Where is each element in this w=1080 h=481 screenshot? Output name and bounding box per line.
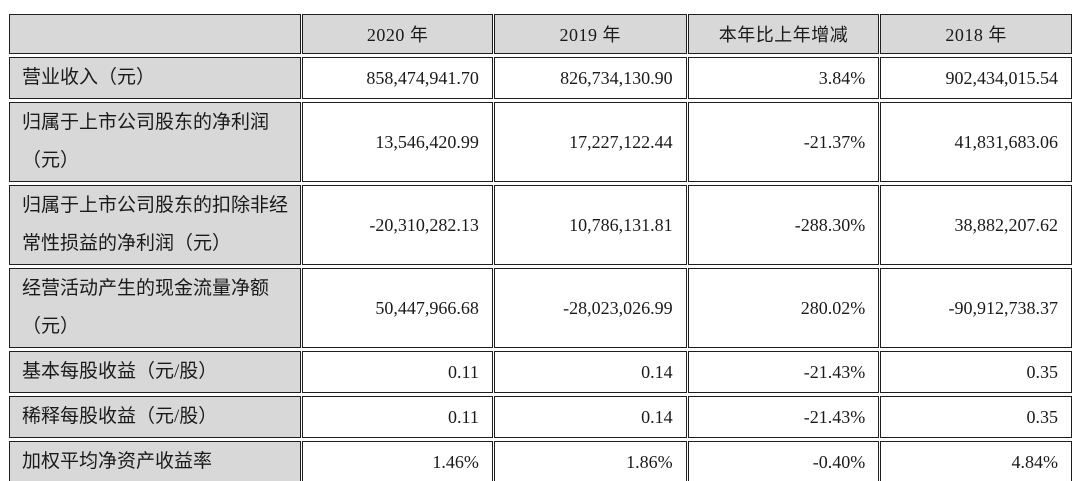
value-cell: -0.40% [687,441,880,481]
value-cell: 826,734,130.90 [493,57,687,99]
table-row: 营业收入（元） 858,474,941.70 826,734,130.90 3.84%… [9,57,1072,99]
header-row: 2020 年 2019 年本年比上年增减 2018 年 [9,14,1072,54]
value-cell: 38,882,207.62 [880,185,1072,265]
row-label-cell: 营业收入（元） [9,57,302,99]
value-cell: 0.14 [493,351,687,393]
table-row: 加权平均净资产收益率 1.46% 1.86% -0.40% 4.84% [9,441,1072,481]
value-cell: -28,023,026.99 [493,268,687,348]
value-cell: 10,786,131.81 [493,185,687,265]
value-cell: 1.46% [302,441,493,481]
value-cell: 50,447,966.68 [302,268,493,348]
table-row: 稀释每股收益（元/股） 0.11 0.14 -21.43% 0.35 [9,396,1072,438]
value-cell: -21.37% [687,102,880,182]
value-cell: 0.35 [880,351,1072,393]
value-cell: -90,912,738.37 [880,268,1072,348]
table-row: 基本每股收益（元/股） 0.11 0.14 -21.43% 0.35 [9,351,1072,393]
value-cell: 13,546,420.99 [302,102,493,182]
header-cell: 2019 年 [493,14,687,54]
header-cell: 2020 年 [302,14,493,54]
row-label-cell: 加权平均净资产收益率 [9,441,302,481]
header-cell-empty [9,14,302,54]
value-cell: 0.11 [302,351,493,393]
value-cell: -288.30% [687,185,880,265]
value-cell: -21.43% [687,396,880,438]
financial-summary-table: 2020 年 2019 年本年比上年增减 2018 年 营业收入（元） 858,474… [8,11,1073,481]
header-cell: 2018 年 [880,14,1072,54]
value-cell: 0.14 [493,396,687,438]
value-cell: 1.86% [493,441,687,481]
value-cell: 17,227,122.44 [493,102,687,182]
row-label-cell: 经营活动产生的现金流量净额（元） [9,268,302,348]
value-cell: 0.35 [880,396,1072,438]
value-cell: -21.43% [687,351,880,393]
value-cell: 41,831,683.06 [880,102,1072,182]
row-label-cell: 归属于上市公司股东的净利润（元） [9,102,302,182]
value-cell: -20,310,282.13 [302,185,493,265]
header-cell: 本年比上年增减 [687,14,880,54]
value-cell: 902,434,015.54 [880,57,1072,99]
row-label-cell: 归属于上市公司股东的扣除非经常性损益的净利润（元） [9,185,302,265]
value-cell: 3.84% [687,57,880,99]
value-cell: 280.02% [687,268,880,348]
table-row: 经营活动产生的现金流量净额（元） 50,447,966.68 -28,023,026… [9,268,1072,348]
value-cell: 0.11 [302,396,493,438]
row-label-cell: 稀释每股收益（元/股） [9,396,302,438]
table-row: 归属于上市公司股东的净利润（元） 13,546,420.99 17,227,122.… [9,102,1072,182]
row-label-cell: 基本每股收益（元/股） [9,351,302,393]
table-row: 归属于上市公司股东的扣除非经常性损益的净利润（元） -20,310,282.13 1… [9,185,1072,265]
value-cell: 858,474,941.70 [302,57,493,99]
value-cell: 4.84% [880,441,1072,481]
